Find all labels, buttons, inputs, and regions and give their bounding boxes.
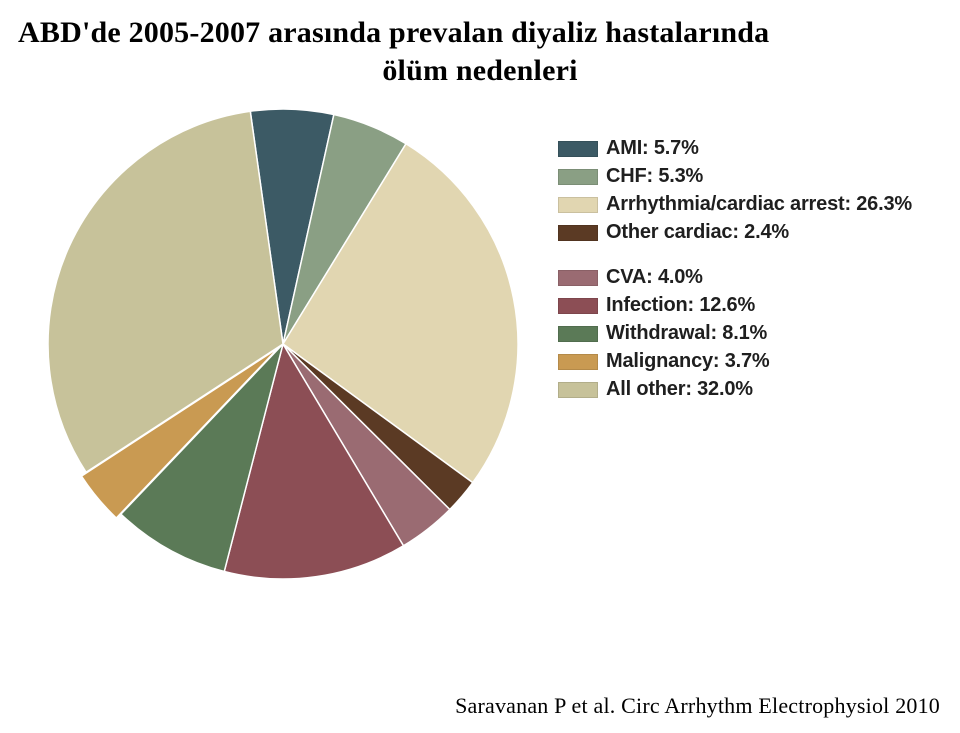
legend-item: All other: 32.0%	[558, 376, 958, 403]
title-line-1: ABD'de 2005-2007 arasında prevalan diyal…	[18, 14, 942, 52]
legend-item: CHF: 5.3%	[558, 163, 958, 190]
pie-svg	[48, 109, 518, 579]
legend-group: AMI: 5.7%CHF: 5.3%Arrhythmia/cardiac arr…	[558, 135, 958, 246]
citation: Saravanan P et al. Circ Arrhythm Electro…	[455, 693, 940, 719]
legend-swatch	[558, 141, 598, 157]
legend-item: AMI: 5.7%	[558, 135, 958, 162]
legend-swatch	[558, 354, 598, 370]
legend-item: Infection: 12.6%	[558, 292, 958, 319]
legend-swatch	[558, 169, 598, 185]
legend-label: Withdrawal: 8.1%	[606, 320, 767, 347]
legend-item: CVA: 4.0%	[558, 264, 958, 291]
legend: AMI: 5.7%CHF: 5.3%Arrhythmia/cardiac arr…	[558, 134, 958, 421]
legend-item: Withdrawal: 8.1%	[558, 320, 958, 347]
legend-label: AMI: 5.7%	[606, 135, 699, 162]
pie-chart	[48, 109, 518, 579]
legend-item: Arrhythmia/cardiac arrest: 26.3%	[558, 191, 958, 218]
legend-item: Malignancy: 3.7%	[558, 348, 958, 375]
legend-label: Arrhythmia/cardiac arrest: 26.3%	[606, 191, 912, 218]
slide-body: AMI: 5.7%CHF: 5.3%Arrhythmia/cardiac arr…	[18, 89, 942, 688]
title-line-2: ölüm nedenleri	[18, 52, 942, 90]
legend-swatch	[558, 382, 598, 398]
legend-group: CVA: 4.0%Infection: 12.6%Withdrawal: 8.1…	[558, 264, 958, 403]
legend-swatch	[558, 298, 598, 314]
legend-item: Other cardiac: 2.4%	[558, 219, 958, 246]
legend-label: Infection: 12.6%	[606, 292, 755, 319]
legend-swatch	[558, 326, 598, 342]
legend-swatch	[558, 225, 598, 241]
legend-label: Other cardiac: 2.4%	[606, 219, 789, 246]
legend-label: CVA: 4.0%	[606, 264, 703, 291]
legend-label: CHF: 5.3%	[606, 163, 703, 190]
legend-label: Malignancy: 3.7%	[606, 348, 770, 375]
slide: ABD'de 2005-2007 arasında prevalan diyal…	[0, 0, 960, 733]
legend-swatch	[558, 270, 598, 286]
slide-title: ABD'de 2005-2007 arasında prevalan diyal…	[18, 14, 942, 89]
legend-swatch	[558, 197, 598, 213]
legend-label: All other: 32.0%	[606, 376, 753, 403]
